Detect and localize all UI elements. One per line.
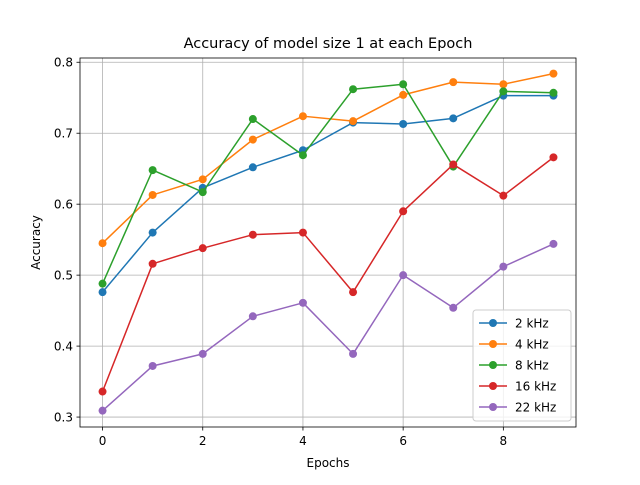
legend-item: 2 kHz — [479, 316, 549, 330]
data-point — [499, 80, 508, 89]
data-point — [298, 112, 307, 121]
data-point — [248, 115, 257, 124]
data-point — [449, 160, 458, 169]
legend-label: 8 kHz — [515, 358, 549, 372]
legend-label: 2 kHz — [515, 316, 549, 330]
y-tick-label: 0.6 — [54, 197, 73, 211]
legend-marker — [489, 403, 497, 411]
series-line — [101, 83, 554, 284]
data-point — [549, 88, 558, 97]
legend: 2 kHz 4 kHz 8 kHz 16 kHz 22 kHz — [472, 309, 572, 422]
legend-item: 22 kHz — [479, 400, 556, 414]
data-point — [248, 163, 257, 172]
legend-item: 4 kHz — [479, 337, 549, 351]
series-16-khz — [98, 153, 558, 396]
data-point — [148, 190, 157, 199]
data-point — [499, 262, 508, 271]
data-point — [98, 279, 107, 288]
data-point — [349, 349, 358, 358]
legend-label: 22 kHz — [515, 400, 556, 414]
data-point — [248, 135, 257, 144]
legend-box — [472, 309, 572, 422]
data-point — [98, 239, 107, 248]
data-point — [298, 151, 307, 160]
x-tick-label: 8 — [500, 434, 508, 448]
data-point — [148, 361, 157, 370]
data-point — [499, 191, 508, 200]
data-point — [399, 119, 408, 128]
data-point — [198, 244, 207, 253]
x-tick-label: 4 — [299, 434, 307, 448]
data-point — [198, 175, 207, 184]
legend-marker — [489, 361, 497, 369]
series-line — [102, 72, 554, 244]
data-point — [449, 114, 458, 123]
legend-item: 16 kHz — [479, 379, 556, 393]
legend-marker — [489, 382, 497, 390]
x-tick-label: 6 — [399, 434, 407, 448]
legend-label: 16 kHz — [515, 379, 556, 393]
legend-marker — [489, 340, 497, 348]
data-point — [349, 117, 358, 126]
data-point — [449, 78, 458, 87]
tick-layer: 0 2 4 6 8 0.3 0.4 0.5 0.6 0.7 0.8 — [54, 56, 507, 448]
y-tick-label: 0.5 — [54, 268, 73, 282]
data-point — [148, 166, 157, 175]
data-point — [248, 230, 257, 239]
x-tick-label: 2 — [199, 434, 207, 448]
data-point — [98, 406, 107, 415]
series-line — [101, 94, 554, 293]
series-22-khz — [98, 239, 558, 415]
data-point — [148, 259, 157, 268]
y-tick-label: 0.3 — [54, 410, 73, 424]
legend-marker — [489, 319, 497, 327]
data-point — [549, 153, 558, 162]
data-point — [399, 80, 408, 89]
data-point — [198, 188, 207, 197]
y-tick-label: 0.4 — [54, 339, 73, 353]
series-line — [102, 243, 554, 412]
series-8-khz — [98, 80, 558, 288]
legend-label: 4 kHz — [515, 337, 549, 351]
data-point — [148, 228, 157, 237]
legend-item: 8 kHz — [479, 358, 549, 372]
data-point — [549, 239, 558, 248]
plot-area-frame — [79, 57, 577, 428]
series-line — [101, 156, 554, 392]
data-point — [98, 387, 107, 396]
data-point — [298, 228, 307, 237]
data-point — [549, 69, 558, 78]
chart-title: Accuracy of model size 1 at each Epoch — [184, 36, 473, 52]
x-axis-label: Epochs — [307, 456, 350, 470]
data-point — [198, 349, 207, 358]
data-point — [298, 298, 307, 307]
y-tick-label: 0.7 — [54, 127, 73, 141]
data-point — [399, 207, 408, 216]
y-tick-label: 0.8 — [54, 56, 73, 70]
series-layer — [98, 69, 558, 415]
data-point — [248, 312, 257, 321]
data-point — [399, 90, 408, 99]
data-point — [449, 303, 458, 312]
data-point — [349, 288, 358, 297]
series-4-khz — [98, 69, 558, 248]
data-point — [349, 85, 358, 94]
data-point — [98, 288, 107, 297]
x-tick-label: 0 — [99, 434, 107, 448]
data-point — [399, 271, 408, 280]
y-axis-label: Accuracy — [29, 215, 43, 270]
data-point — [499, 87, 508, 96]
